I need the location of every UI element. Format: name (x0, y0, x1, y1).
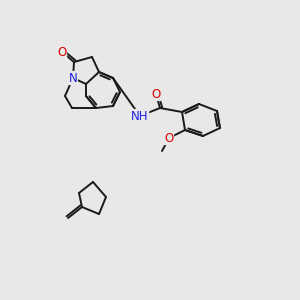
Text: N: N (69, 71, 77, 85)
Text: O: O (152, 88, 160, 100)
Text: O: O (164, 131, 174, 145)
Text: O: O (57, 46, 67, 59)
Text: NH: NH (131, 110, 149, 122)
